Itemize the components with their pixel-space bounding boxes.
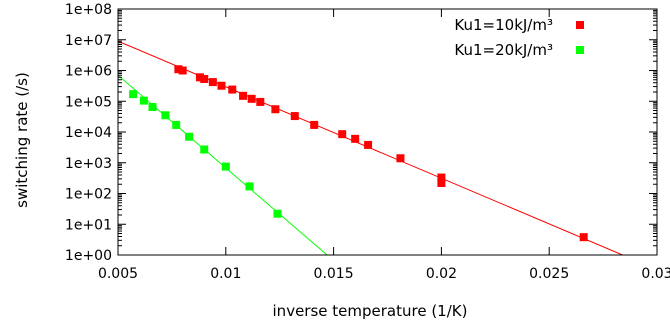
series-1 bbox=[118, 40, 623, 255]
series-1-point-16 bbox=[364, 140, 373, 149]
series-1-point-2 bbox=[178, 66, 187, 75]
series-2-point-10 bbox=[273, 209, 282, 218]
y-axis-label: switching rate (/s) bbox=[13, 72, 31, 208]
legend-marker-1 bbox=[576, 21, 584, 29]
series-1-point-13 bbox=[310, 120, 319, 129]
x-tick-label: 0.015 bbox=[314, 266, 354, 282]
series-1-point-11 bbox=[271, 105, 280, 114]
axes-layer: 1e+00 1e+01 1e+02 1e+03 1e+04 1e+05 1e+06 1e+07… bbox=[65, 2, 670, 282]
series-1-point-6 bbox=[217, 81, 226, 90]
y-tick-label: 1e+02 bbox=[65, 187, 112, 203]
legend-label-2: Ku1=20kJ/m³ bbox=[454, 41, 553, 59]
series-1-point-1 bbox=[174, 65, 183, 74]
series-2-point-3 bbox=[148, 103, 157, 111]
series-2-point-1 bbox=[129, 90, 138, 99]
y-tick-label: 1e+00 bbox=[65, 248, 112, 264]
series-1-point-15 bbox=[351, 134, 360, 143]
series-1-point-8 bbox=[239, 91, 248, 100]
series-1-point-3 bbox=[195, 73, 204, 82]
series-layer bbox=[118, 40, 623, 255]
y-tick-label: 1e+05 bbox=[65, 94, 112, 110]
y-tick-label: 1e+08 bbox=[65, 2, 112, 18]
series-2-point-2 bbox=[139, 96, 148, 105]
y-tick-label: 1e+06 bbox=[65, 64, 112, 80]
series-2 bbox=[118, 74, 328, 255]
y-tick-label: 1e+01 bbox=[65, 217, 112, 233]
series-1-point-10 bbox=[256, 97, 265, 106]
series-1-point-4 bbox=[200, 74, 209, 83]
series-2-point-7 bbox=[200, 145, 209, 154]
x-axis-label: inverse temperature (1/K) bbox=[273, 302, 468, 320]
series-2-point-6 bbox=[185, 132, 194, 141]
y-tick-label: 1e+07 bbox=[65, 33, 112, 49]
legend-marker-2 bbox=[576, 46, 584, 54]
series-1-point-9 bbox=[247, 94, 256, 103]
y-tick-label: 1e+04 bbox=[65, 125, 112, 141]
x-tick-label: 0.025 bbox=[529, 266, 569, 282]
x-tick-label: 0.005 bbox=[98, 266, 138, 282]
series-1-point-14 bbox=[338, 130, 347, 139]
series-1-point-17 bbox=[396, 154, 405, 163]
series-2-point-5 bbox=[172, 120, 181, 129]
x-tick-label: 0.03 bbox=[641, 266, 670, 282]
series-1-point-12 bbox=[290, 112, 299, 121]
series-2-point-8 bbox=[221, 162, 230, 171]
x-tick-label: 0.01 bbox=[210, 266, 241, 282]
series-1-point-20 bbox=[579, 233, 588, 242]
series-2-point-4 bbox=[161, 111, 170, 120]
series-1-point-19 bbox=[437, 178, 446, 187]
legend-label-1: Ku1=10kJ/m³ bbox=[454, 16, 553, 34]
legend: Ku1=10kJ/m³ Ku1=20kJ/m³ bbox=[454, 16, 584, 59]
series-1-point-7 bbox=[228, 85, 237, 94]
series-1-point-5 bbox=[208, 78, 217, 87]
series-1-point-18 bbox=[437, 173, 446, 182]
series-2-point-9 bbox=[245, 182, 254, 191]
x-tick-label: 0.02 bbox=[426, 266, 457, 282]
y-tick-label: 1e+03 bbox=[65, 156, 112, 172]
